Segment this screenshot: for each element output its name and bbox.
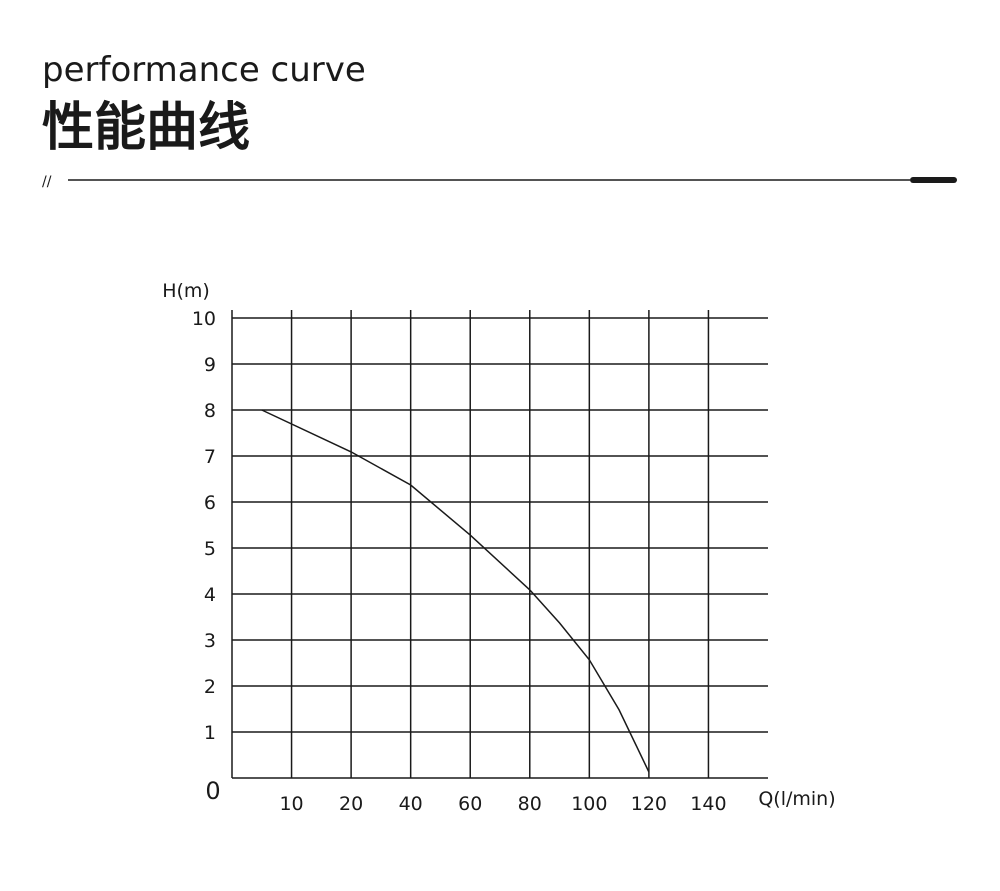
curve xyxy=(261,409,650,773)
x-tick-label: 140 xyxy=(690,793,726,815)
y-tick-label: 2 xyxy=(204,676,216,698)
y-tick-label: 6 xyxy=(204,492,216,514)
y-tick-label: 10 xyxy=(192,308,216,330)
x-tick-label: 80 xyxy=(518,793,542,815)
y-tick-label: 9 xyxy=(204,354,216,376)
x-tick-label: 60 xyxy=(458,793,482,815)
chart: H(m) Q(l/min) 0 1 2 3 4 5 6 7 8 9 10 10 20 40 60 80 100… xyxy=(162,280,835,815)
x-tick-label: 40 xyxy=(399,793,423,815)
y-axis-label: H(m) xyxy=(162,280,210,302)
divider-mark: // xyxy=(42,174,52,190)
y-tick-label: 8 xyxy=(204,400,216,422)
y-tick-label: 5 xyxy=(204,538,216,560)
y-tick-label: 7 xyxy=(204,446,216,468)
title: 性能曲线 xyxy=(42,98,250,158)
x-tick-label: 20 xyxy=(339,793,363,815)
x-tick-label: 120 xyxy=(631,793,667,815)
y-tick-label: 1 xyxy=(204,722,216,744)
divider-accent xyxy=(910,177,957,183)
y-tick-label: 3 xyxy=(204,630,216,652)
subtitle: performance curve xyxy=(42,50,366,90)
x-tick-label: 100 xyxy=(571,793,607,815)
y-tick-label: 4 xyxy=(204,584,216,606)
origin-label: 0 xyxy=(205,777,220,805)
x-tick-label: 10 xyxy=(279,793,303,815)
x-axis-label: Q(l/min) xyxy=(758,788,835,810)
